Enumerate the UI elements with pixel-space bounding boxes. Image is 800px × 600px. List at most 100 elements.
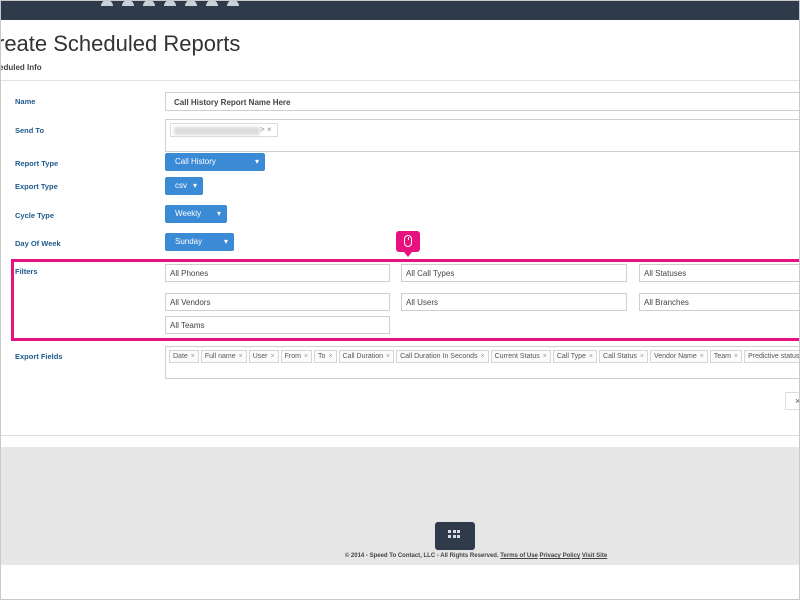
export-field-chip: From × [280,350,313,363]
nav-icons [101,1,239,16]
export-field-chip-label: Call Duration [342,353,383,360]
users-filter-select[interactable]: All Users [401,293,627,311]
day-of-week-select[interactable]: Sunday ▾ [165,233,234,251]
export-field-chip: Predictive status× [744,350,800,363]
phones-filter-select[interactable]: All Phones [165,264,390,282]
remove-chip-icon[interactable]: × [238,353,243,360]
remove-chip-icon[interactable]: × [639,353,644,360]
remove-chip-icon[interactable]: × [328,353,333,360]
export-field-chip-label: To [318,353,326,360]
grid-icon [448,530,460,538]
export-type-value: csv [175,181,187,190]
export-field-chip-label: Vendor Name [653,353,697,360]
export-fields-chips: Date × Full name × User × From × To × Call Duratio… [169,350,800,363]
export-field-chip: Call Status × [599,350,648,363]
remove-chip-icon[interactable]: × [542,353,547,360]
recipient-suffix: > [260,125,265,134]
export-field-chip: To × [314,350,337,363]
recipient-chip: > × [170,123,278,137]
export-field-chip: Team × [709,350,743,363]
page-title: reate Scheduled Reports [0,31,241,56]
export-field-chip-label: Team [713,353,731,360]
footer: © 2014 - Speed To Contact, LLC - All Rig… [1,553,799,559]
export-field-chip: User × [248,350,279,363]
name-input[interactable]: Call History Report Name Here [165,92,799,111]
remove-chip-icon[interactable]: × [699,353,704,360]
remove-chip-icon[interactable]: × [588,353,594,360]
teams-filter-select[interactable]: All Teams [165,316,390,334]
export-field-chip-label: From [284,353,301,360]
export-field-chip: Full name × [200,350,247,363]
remove-recipient-icon[interactable]: × [267,125,272,134]
filters-highlight-box [11,259,799,341]
export-field-chip-label: Predictive status [748,353,800,360]
mouse-icon [404,235,412,247]
report-type-value: Call History [175,157,216,166]
export-field-chip-label: Date [173,353,188,360]
export-field-chip-label: Call Status [603,353,637,360]
recipient-email-redacted [174,127,260,135]
copyright-text: © 2014 - Speed To Contact, LLC - All Rig… [344,553,499,559]
chevron-down-icon: ▾ [192,181,197,190]
export-type-select[interactable]: csv ▾ [165,177,203,195]
call-types-filter-select[interactable]: All Call Types [401,264,627,282]
section-subtitle: eduled Info [0,63,42,72]
export-field-chip: Call Type × [552,350,598,363]
divider [1,80,799,81]
export-field-chip-label: Current Status [494,353,540,360]
export-field-chip: Call Duration In Seconds × [396,350,489,363]
terms-link[interactable]: Terms of Use [500,553,538,559]
name-input-value: Call History Report Name Here [174,98,291,107]
footer-panel [1,447,799,565]
close-button[interactable]: × [785,392,799,410]
app-grid-button[interactable] [435,522,475,550]
chevron-down-icon: ▾ [254,157,259,166]
privacy-link[interactable]: Privacy Policy [539,553,581,559]
remove-chip-icon[interactable]: × [734,353,739,360]
nav-icon[interactable] [122,1,134,6]
nav-icon[interactable] [227,1,239,6]
chevron-down-icon: ▾ [216,209,221,218]
remove-chip-icon[interactable]: × [303,353,309,360]
vendors-filter-select[interactable]: All Vendors [165,293,390,311]
nav-icon[interactable] [206,1,218,6]
export-field-chip: Date × [169,350,199,363]
click-marker-icon [396,231,420,257]
export-field-chip-label: Full name [204,353,236,360]
nav-icon[interactable] [185,1,197,6]
export-field-chip-label: Call Type [556,353,586,360]
visit-site-link[interactable]: Visit Site [581,553,608,559]
export-field-chip-label: Call Duration In Seconds [400,353,478,360]
remove-chip-icon[interactable]: × [386,353,391,360]
divider [1,435,799,436]
remove-chip-icon[interactable]: × [270,353,275,360]
export-fields-input[interactable]: Date × Full name × User × From × To × Call Duratio… [165,346,800,379]
cycle-type-select[interactable]: Weekly ▾ [165,205,227,223]
nav-icon[interactable] [164,1,176,6]
report-type-select[interactable]: Call History ▾ [165,153,265,171]
export-fields-label: Export Fields [15,352,63,361]
name-label: Name [15,97,36,106]
export-field-chip: Current Status × [490,350,551,363]
nav-icon[interactable] [101,1,113,6]
remove-chip-icon[interactable]: × [190,353,195,360]
chevron-down-icon: ▾ [223,237,228,246]
top-nav-bar [1,1,799,20]
export-type-label: Export Type [15,182,58,191]
send-to-input[interactable]: > × [165,119,799,152]
statuses-filter-select[interactable]: All Statuses [639,264,799,282]
export-field-chip: Vendor Name × [649,350,708,363]
export-field-chip-label: User [252,353,268,360]
remove-chip-icon[interactable]: × [480,353,485,360]
export-field-chip: Call Duration × [338,350,395,363]
send-to-label: Send To [15,126,45,135]
cycle-type-label: Cycle Type [15,211,55,220]
report-type-label: Report Type [15,159,59,168]
nav-icon[interactable] [143,1,155,6]
day-of-week-value: Sunday [175,237,203,246]
day-of-week-label: Day Of Week [15,239,61,248]
branches-filter-select[interactable]: All Branches [639,293,799,311]
cycle-type-value: Weekly [175,209,202,218]
filters-label: Filters [15,267,38,276]
